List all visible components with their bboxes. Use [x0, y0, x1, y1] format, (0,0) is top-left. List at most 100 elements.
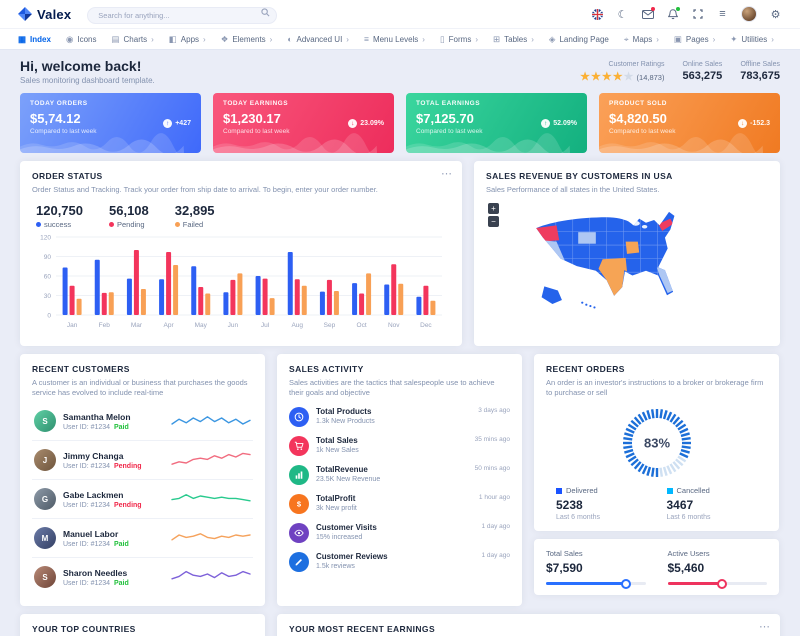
nav-item-pages[interactable]: ▣ Pages › — [674, 34, 715, 45]
nav-label: Icons — [77, 34, 97, 44]
customer-ratings: Customer Ratings ★★★★★ (14,873) — [580, 60, 665, 83]
nav-item-menu-levels[interactable]: ≡ Menu Levels › — [364, 34, 425, 44]
bar-success-nov — [384, 284, 390, 316]
slider-track[interactable] — [667, 578, 767, 589]
customer-name: Manuel Labor — [63, 528, 119, 539]
order-stat-success: 120,750 success — [36, 203, 83, 229]
top-countries-card: YOUR TOP COUNTRIES Sales performance rev… — [20, 614, 265, 636]
map-state-new-york[interactable] — [658, 218, 674, 231]
svg-text:Feb: Feb — [99, 322, 111, 329]
menu-levels-icon: ≡ — [363, 34, 369, 44]
card-subtitle: Order Status and Tracking. Track your or… — [32, 185, 378, 194]
card-subtitle: Sales activities are the tactics that sa… — [289, 378, 495, 398]
total-sales-slider: Total Sales $7,590 — [546, 549, 646, 589]
flag-icon[interactable] — [591, 8, 604, 21]
legend-dot — [174, 222, 180, 228]
map-state-alaska[interactable] — [541, 286, 562, 305]
bar-pending-jun — [230, 280, 236, 316]
card-menu-button[interactable]: ⋯ — [441, 168, 452, 180]
stat-value: $4,820.50 — [609, 111, 667, 126]
stat-label: TODAY EARNINGS — [223, 100, 289, 107]
nav-item-apps[interactable]: ◧ Apps › — [169, 34, 206, 45]
stat-label: PRODUCT SOLD — [609, 100, 667, 107]
stat-value: $7,125.70 — [416, 111, 474, 126]
menu-icon[interactable]: ≡ — [719, 8, 726, 20]
nav-item-landing-page[interactable]: ◈ Landing Page — [549, 34, 609, 45]
fullscreen-icon[interactable] — [691, 8, 704, 21]
nav-item-maps[interactable]: ⌖ Maps › — [624, 34, 659, 45]
bar-failed-sep — [333, 291, 339, 316]
nav-label: Pages — [685, 34, 709, 44]
chevron-right-icon: › — [475, 34, 478, 44]
mail-icon[interactable] — [641, 6, 655, 21]
activity-time: 50 mins ago — [474, 465, 510, 473]
order-stat-value: 56,108 — [109, 203, 149, 219]
nav-label: Maps — [632, 34, 653, 44]
wave-decoration — [213, 133, 377, 153]
bar-pending-mar — [133, 250, 139, 316]
great-lakes — [641, 225, 648, 229]
customer-sparkline — [171, 494, 251, 502]
bar-success-aug — [287, 252, 293, 316]
payment-status: Pending — [113, 501, 142, 509]
customer-id: User ID: #1234 Paid — [63, 579, 129, 587]
slider-knob[interactable] — [717, 578, 728, 589]
customer-sparkline — [171, 571, 251, 580]
slider-track[interactable] — [546, 578, 646, 589]
nav-item-index[interactable]: ▦ Index — [18, 34, 51, 45]
nav-item-forms[interactable]: ▯ Forms › — [440, 34, 478, 45]
activity-row-total-products: Total Products 1.3k New Products 3 days … — [289, 407, 510, 428]
activity-list: Total Products 1.3k New Products 3 days … — [289, 398, 510, 573]
dark-mode-moon-icon[interactable]: ☾ — [617, 8, 628, 21]
bar-success-apr — [159, 279, 165, 316]
stat-note: Compared to last week — [223, 128, 290, 135]
svg-text:$: $ — [297, 500, 302, 509]
dollar-icon: $ — [289, 494, 309, 515]
map-state-wyoming[interactable] — [578, 232, 596, 244]
nav-item-advanced-ui[interactable]: ◐ Advanced UI › — [287, 34, 349, 44]
usa-map[interactable] — [487, 201, 767, 323]
nav-label: Landing Page — [559, 34, 609, 44]
stat-badge: ↑ 52.09% — [541, 119, 577, 128]
chart-icon — [289, 465, 309, 486]
bar-failed-mar — [140, 289, 146, 316]
card-menu-button[interactable]: ⋯ — [759, 621, 770, 634]
svg-text:Mar: Mar — [131, 322, 143, 329]
order-status-bar-chart: 0 30 60 90 120 Jan Feb Mar Apr May Jun Jul Aug Sep Oct… — [40, 235, 442, 329]
map-state-florida[interactable] — [656, 267, 674, 294]
nav-item-utilities[interactable]: ✦ Utilities › — [730, 34, 774, 45]
bar-pending-aug — [294, 279, 300, 316]
nav-label: Apps — [180, 34, 200, 44]
map-zoom-out-button[interactable]: − — [488, 216, 499, 228]
great-lakes — [631, 221, 640, 226]
charts-icon: ▤ — [111, 33, 120, 44]
nav-item-charts[interactable]: ▤ Charts › — [111, 34, 153, 45]
map-region-usa[interactable] — [536, 211, 675, 297]
bell-icon[interactable] — [666, 6, 680, 21]
utilities-icon: ✦ — [730, 33, 738, 44]
map-state-oregon[interactable] — [535, 225, 560, 242]
brand-logo[interactable]: Valex — [18, 7, 71, 22]
activity-title: Customer Reviews — [316, 552, 388, 562]
user-avatar[interactable] — [741, 6, 757, 22]
nav-item-icons[interactable]: ◉ Icons — [66, 34, 97, 45]
customer-sparkline — [171, 533, 251, 541]
bar-pending-may — [198, 287, 204, 316]
activity-row-customer-visits: Customer Visits 15% increased 1 day ago — [289, 523, 510, 544]
map-state-missouri[interactable] — [625, 241, 640, 254]
welcome-section: Hi, welcome back! Sales monitoring dashb… — [20, 58, 780, 85]
map-state-texas[interactable] — [598, 258, 627, 297]
gear-icon[interactable]: ⚙ — [770, 8, 781, 21]
map-zoom-in-button[interactable]: + — [488, 203, 499, 215]
slider-knob[interactable] — [620, 578, 631, 589]
nav-item-elements[interactable]: ❖ Elements › — [221, 34, 273, 45]
wave-decoration — [599, 133, 763, 153]
payment-status: Paid — [113, 579, 129, 587]
mail-notification-dot — [651, 6, 655, 11]
svg-text:Nov: Nov — [388, 322, 400, 329]
search-input[interactable] — [87, 6, 278, 24]
chevron-right-icon: › — [346, 34, 349, 44]
bar-pending-nov — [391, 264, 397, 316]
order-stat-label: success — [44, 220, 72, 230]
nav-item-tables[interactable]: ⊞ Tables › — [493, 34, 534, 45]
